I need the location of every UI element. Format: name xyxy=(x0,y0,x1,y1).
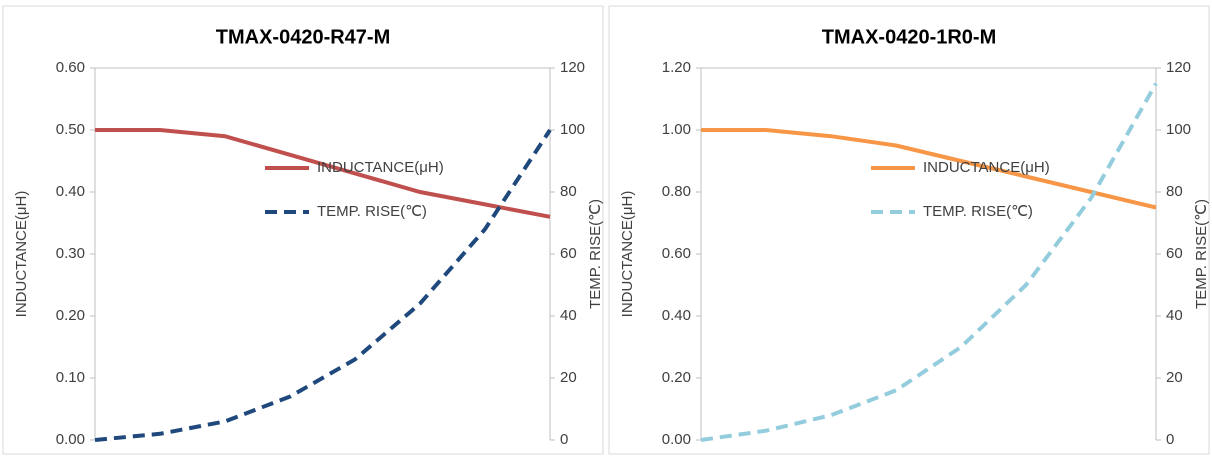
y2-tick-label: 40 xyxy=(560,307,577,324)
y2-tick-label: 120 xyxy=(1166,59,1191,76)
y-tick-label: 0.50 xyxy=(56,121,85,138)
y2-tick-label: 100 xyxy=(1166,121,1191,138)
chart-title: TMAX-0420-1R0-M xyxy=(822,26,996,48)
panel xyxy=(2,5,604,455)
y-tick-label: 1.00 xyxy=(662,121,691,138)
y2-tick-label: 0 xyxy=(560,431,568,448)
y2-axis-title: TEMP. RISE(℃) xyxy=(1193,199,1210,309)
y2-tick-label: 20 xyxy=(1166,369,1183,386)
series-line xyxy=(701,128,1157,210)
y2-tick-label: 40 xyxy=(1166,307,1183,324)
y-tick-label: 0.40 xyxy=(662,307,691,324)
y2-tick-label: 80 xyxy=(1166,183,1183,200)
y-tick-label: 0.20 xyxy=(56,307,85,324)
y2-axis-title: TEMP. RISE(℃) xyxy=(587,199,604,309)
y-tick-label: 0.00 xyxy=(662,431,691,448)
y-tick-label: 0.40 xyxy=(56,183,85,200)
y2-tick-label: 80 xyxy=(560,183,577,200)
legend-label: TEMP. RISE(℃) xyxy=(317,203,427,220)
legend-label: INDUCTANCE(μH) xyxy=(923,159,1050,176)
y-axis-title: INDUCTANCE(μH) xyxy=(13,191,30,318)
y2-tick-label: 60 xyxy=(560,245,577,262)
y-tick-label: 0.10 xyxy=(56,369,85,386)
y2-tick-label: 0 xyxy=(1166,431,1174,448)
legend-label: INDUCTANCE(μH) xyxy=(317,159,444,176)
legend-label: TEMP. RISE(℃) xyxy=(923,203,1033,220)
y-tick-label: 1.20 xyxy=(662,59,691,76)
series-line xyxy=(95,128,551,219)
y-tick-label: 0.30 xyxy=(56,245,85,262)
y-tick-label: 0.80 xyxy=(662,183,691,200)
series-line xyxy=(700,82,1158,442)
y2-tick-label: 20 xyxy=(560,369,577,386)
series-line xyxy=(94,128,552,442)
chart-title: TMAX-0420-R47-M xyxy=(216,26,390,48)
y-tick-label: 0.60 xyxy=(662,245,691,262)
y-tick-label: 0.60 xyxy=(56,59,85,76)
y2-tick-label: 120 xyxy=(560,59,585,76)
y2-tick-label: 100 xyxy=(560,121,585,138)
y-tick-label: 0.00 xyxy=(56,431,85,448)
y2-tick-label: 60 xyxy=(1166,245,1183,262)
y-axis-title: INDUCTANCE(μH) xyxy=(619,191,636,318)
y-tick-label: 0.20 xyxy=(662,369,691,386)
panel xyxy=(608,5,1210,455)
